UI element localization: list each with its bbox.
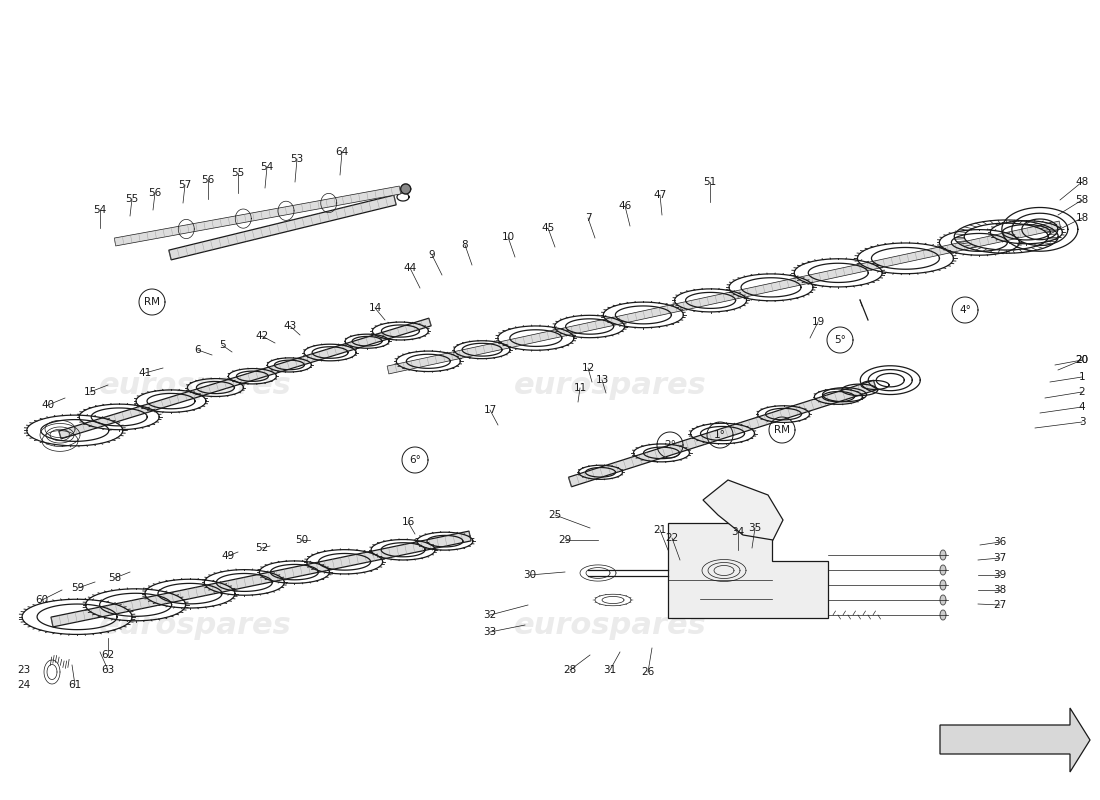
Text: 59: 59 [72, 583, 85, 593]
Text: 38: 38 [993, 585, 1007, 595]
Text: 20: 20 [1076, 355, 1089, 365]
Text: 40: 40 [42, 400, 55, 410]
Text: 29: 29 [559, 535, 572, 545]
Text: 39: 39 [993, 570, 1007, 580]
Text: 5: 5 [219, 340, 225, 350]
Text: 46: 46 [618, 201, 631, 211]
Text: 54: 54 [94, 205, 107, 215]
Text: 60: 60 [35, 595, 48, 605]
Polygon shape [114, 186, 400, 246]
Text: 23: 23 [18, 665, 31, 675]
Text: RM: RM [774, 425, 790, 435]
Polygon shape [940, 708, 1090, 772]
Text: eurospares: eurospares [514, 370, 706, 399]
Text: 8: 8 [462, 240, 469, 250]
Text: 48: 48 [1076, 177, 1089, 187]
Text: 45: 45 [541, 223, 554, 233]
Text: 54: 54 [261, 162, 274, 172]
Text: 57: 57 [178, 180, 191, 190]
Text: 50: 50 [296, 535, 309, 545]
Text: 64: 64 [336, 147, 349, 157]
Text: 19: 19 [812, 317, 825, 327]
Text: 49: 49 [221, 551, 234, 561]
Polygon shape [940, 610, 946, 620]
Text: 47: 47 [653, 190, 667, 200]
Text: 6: 6 [195, 345, 201, 355]
Text: 3: 3 [1079, 417, 1086, 427]
Text: 2°: 2° [664, 440, 675, 450]
Text: 37: 37 [993, 553, 1007, 563]
Text: 21: 21 [653, 525, 667, 535]
Text: 12: 12 [582, 363, 595, 373]
Polygon shape [703, 480, 783, 540]
Polygon shape [400, 184, 410, 194]
Text: 2: 2 [1079, 387, 1086, 397]
Text: 56: 56 [148, 188, 162, 198]
Polygon shape [940, 550, 946, 560]
Text: 31: 31 [604, 665, 617, 675]
Text: 63: 63 [101, 665, 114, 675]
Polygon shape [569, 380, 877, 486]
Text: eurospares: eurospares [514, 610, 706, 639]
Text: 1°: 1° [714, 430, 726, 440]
Text: 27: 27 [993, 600, 1007, 610]
Text: 1: 1 [1079, 372, 1086, 382]
Text: 55: 55 [231, 168, 244, 178]
Polygon shape [940, 580, 946, 590]
Text: 44: 44 [404, 263, 417, 273]
Text: eurospares: eurospares [99, 610, 292, 639]
Text: 62: 62 [101, 650, 114, 660]
Text: 7: 7 [585, 213, 592, 223]
Text: 24: 24 [18, 680, 31, 690]
Polygon shape [168, 195, 396, 260]
Text: 55: 55 [125, 194, 139, 204]
Text: 5°: 5° [834, 335, 846, 345]
Text: 58: 58 [109, 573, 122, 583]
Polygon shape [51, 531, 471, 627]
Text: 53: 53 [290, 154, 304, 164]
Polygon shape [387, 221, 1060, 374]
Text: 32: 32 [483, 610, 496, 620]
Text: 30: 30 [524, 570, 537, 580]
Text: 13: 13 [595, 375, 608, 385]
Text: RM: RM [144, 297, 159, 307]
Text: 4: 4 [1079, 402, 1086, 412]
Text: 58: 58 [1076, 195, 1089, 205]
Text: 6°: 6° [409, 455, 421, 465]
Text: 9: 9 [429, 250, 436, 260]
Text: 4°: 4° [959, 305, 971, 315]
Text: 28: 28 [563, 665, 576, 675]
Text: 52: 52 [255, 543, 268, 553]
Polygon shape [940, 565, 946, 575]
Text: 42: 42 [255, 331, 268, 341]
Text: 41: 41 [139, 368, 152, 378]
Text: 18: 18 [1076, 213, 1089, 223]
Text: 10: 10 [502, 232, 515, 242]
Text: 20: 20 [1076, 355, 1089, 365]
Text: 35: 35 [748, 523, 761, 533]
Text: 51: 51 [703, 177, 716, 187]
Text: 16: 16 [402, 517, 415, 527]
Text: 43: 43 [284, 321, 297, 331]
Text: 34: 34 [732, 527, 745, 537]
Polygon shape [58, 318, 431, 439]
Text: 15: 15 [84, 387, 97, 397]
Text: 61: 61 [68, 680, 81, 690]
Text: 22: 22 [666, 533, 679, 543]
Text: 33: 33 [483, 627, 496, 637]
Text: 56: 56 [201, 175, 214, 185]
Text: 17: 17 [483, 405, 496, 415]
Polygon shape [940, 595, 946, 605]
Text: 25: 25 [549, 510, 562, 520]
Text: 11: 11 [573, 383, 586, 393]
Text: 36: 36 [993, 537, 1007, 547]
Polygon shape [668, 523, 828, 618]
Text: 14: 14 [368, 303, 382, 313]
Text: eurospares: eurospares [99, 370, 292, 399]
Text: 26: 26 [641, 667, 654, 677]
